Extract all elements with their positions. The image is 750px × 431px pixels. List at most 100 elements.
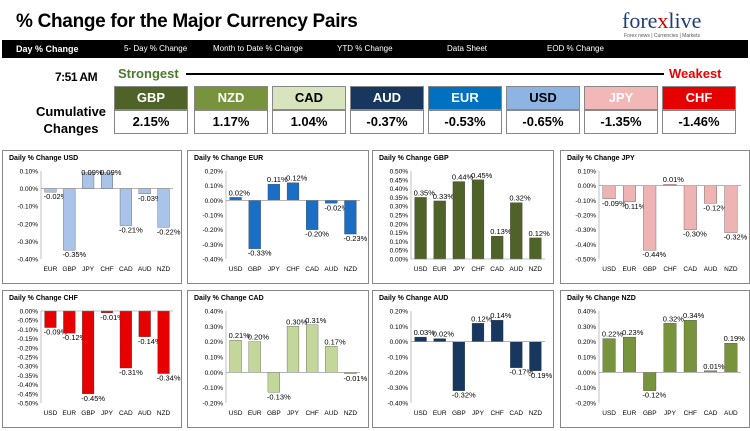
bar-usd <box>229 197 242 201</box>
chart-panel-8: Daily % Change NZD 0.40% 0.30% 0.20% 0.10% 0.… <box>560 290 750 428</box>
tab-eod-change[interactable]: EOD % Change <box>547 44 604 53</box>
chart-panel-4: Daily % Change JPY 0.10% 0.00% -0.10% -0.20%… <box>560 150 750 284</box>
data-label: 0.20% <box>248 333 270 342</box>
data-label: 0.34% <box>683 311 705 320</box>
y-tick-label: 0.00% <box>390 257 409 264</box>
forexlive-logo[interactable]: forexlive Forex news | Currencies | Mark… <box>622 8 732 39</box>
data-label: -0.34% <box>157 374 181 383</box>
y-tick-label: -0.40% <box>17 382 38 389</box>
data-label: -0.23% <box>343 234 367 243</box>
currency-header-usd: USD <box>506 86 580 110</box>
cumulative-label-line1: Cumulative <box>35 104 107 119</box>
y-tick-label: -0.20% <box>17 221 38 228</box>
cumulative-value-usd: -0.65% <box>506 110 580 134</box>
timestamp: 7:51 AM <box>55 70 98 84</box>
x-category-label: NZD <box>529 266 543 273</box>
bar-cad <box>683 185 697 230</box>
data-label: -0.32% <box>724 233 748 242</box>
bar-chart: 0.10% 0.00% -0.10% -0.20% -0.30% -0.40% -0.02%… <box>17 168 180 273</box>
x-category-label: NZD <box>157 410 171 417</box>
bar-nzd <box>529 237 542 260</box>
chart-panel-7: Daily % Change AUD 0.20% 0.10% 0.00% -0.10% -… <box>372 290 554 428</box>
data-label: -0.17% <box>509 368 533 377</box>
bar-chart: 0.20% 0.10% 0.00% -0.10% -0.20% -0.30% -0.40% 0… <box>387 309 552 418</box>
x-category-label: AUD <box>324 266 338 273</box>
chart-panel-6: Daily % Change CAD 0.40% 0.30% 0.20% 0.10% 0.… <box>187 290 369 428</box>
bar-gbp <box>63 188 76 251</box>
data-label: 0.45% <box>471 171 493 180</box>
tab-5-day-change[interactable]: 5- Day % Change <box>124 44 188 53</box>
x-category-label: NZD <box>157 266 171 273</box>
chart-title: Daily % Change EUR <box>194 155 264 162</box>
x-category-label: CHF <box>305 410 318 417</box>
bar-usd <box>602 338 616 373</box>
bar-usd <box>229 339 242 373</box>
cumulative-value-jpy: -1.35% <box>584 110 658 134</box>
chart-title: Daily % Change USD <box>9 155 79 162</box>
y-tick-label: 0.00% <box>578 370 597 377</box>
data-label: -0.44% <box>642 250 666 259</box>
bar-aud <box>510 202 523 260</box>
x-category-label: AUD <box>324 410 338 417</box>
x-category-label: EUR <box>62 410 76 417</box>
currency-header-chf: CHF <box>662 86 736 110</box>
y-tick-label: -0.50% <box>17 401 38 408</box>
cumulative-changes-label: Cumulative Changes <box>30 103 112 137</box>
logo-subtitle: Forex news | Currencies | Markets <box>624 33 700 39</box>
y-tick-label: 0.40% <box>205 309 224 316</box>
tab-month-to-date-change[interactable]: Month to Date % Change <box>213 44 303 53</box>
bar-chart: 0.50%0.45%0.40%0.35%0.30%0.25%0.20%0.15%… <box>390 169 551 274</box>
y-tick-label: 0.00% <box>205 198 224 205</box>
x-category-label: EUR <box>623 410 637 417</box>
y-tick-label: 0.00% <box>20 186 39 193</box>
x-category-label: CAD <box>683 266 697 273</box>
x-category-label: JPY <box>101 410 114 417</box>
chart-panel-1: Daily % Change USD 0.10% 0.00% -0.10% -0.20%… <box>2 150 182 284</box>
x-category-label: NZD <box>344 410 358 417</box>
bar-chf <box>471 179 485 260</box>
x-category-label: AUD <box>724 410 738 417</box>
cumulative-value-aud: -0.37% <box>350 110 424 134</box>
y-tick-label: 0.30% <box>205 324 224 331</box>
data-label: 0.19% <box>724 334 746 343</box>
data-label: -0.12% <box>62 333 86 342</box>
data-label: -0.20% <box>305 230 329 239</box>
header: % Change for the Major Currency Pairs fo… <box>2 2 748 44</box>
y-tick-label: -0.10% <box>387 355 408 362</box>
logo-text-x: x <box>657 8 669 33</box>
x-category-label: USD <box>414 266 428 273</box>
x-category-label: JPY <box>268 266 281 273</box>
tab-bar: Day % Change 5- Day % Change Month to Da… <box>2 40 748 58</box>
data-label: 0.02% <box>229 188 251 197</box>
chart-title: Daily % Change AUD <box>379 295 449 302</box>
x-category-label: CHF <box>471 266 484 273</box>
bar-eur <box>63 310 76 334</box>
y-tick-label: -0.10% <box>17 327 38 334</box>
data-label: 0.11% <box>267 175 288 184</box>
data-label: 0.32% <box>663 314 685 323</box>
y-tick-label: -0.40% <box>202 257 223 264</box>
data-label: -0.19% <box>528 371 552 380</box>
data-label: 0.03% <box>414 328 436 337</box>
y-tick-label: 0.10% <box>578 169 597 176</box>
y-tick-label: -0.40% <box>575 242 596 249</box>
x-category-label: GBP <box>643 410 657 417</box>
x-category-label: GBP <box>267 410 281 417</box>
y-tick-label: 0.10% <box>390 324 409 331</box>
chart-title: Daily % Change CHF <box>9 295 78 302</box>
data-label: -0.32% <box>452 391 476 400</box>
y-tick-label: 0.10% <box>578 355 597 362</box>
y-tick-label: 0.20% <box>205 339 224 346</box>
tab-day-change[interactable]: Day % Change <box>16 44 79 54</box>
data-label: -0.11% <box>622 202 646 211</box>
y-tick-label: 0.30% <box>390 204 409 211</box>
y-tick-label: 0.10% <box>205 355 224 362</box>
x-category-label: USD <box>229 410 243 417</box>
bar-cad <box>491 235 504 260</box>
tab-ytd-change[interactable]: YTD % Change <box>337 44 393 53</box>
x-category-label: CAD <box>119 266 133 273</box>
tab-data-sheet[interactable]: Data Sheet <box>447 44 488 53</box>
bar-cad <box>306 200 319 230</box>
x-category-label: GBP <box>643 266 657 273</box>
